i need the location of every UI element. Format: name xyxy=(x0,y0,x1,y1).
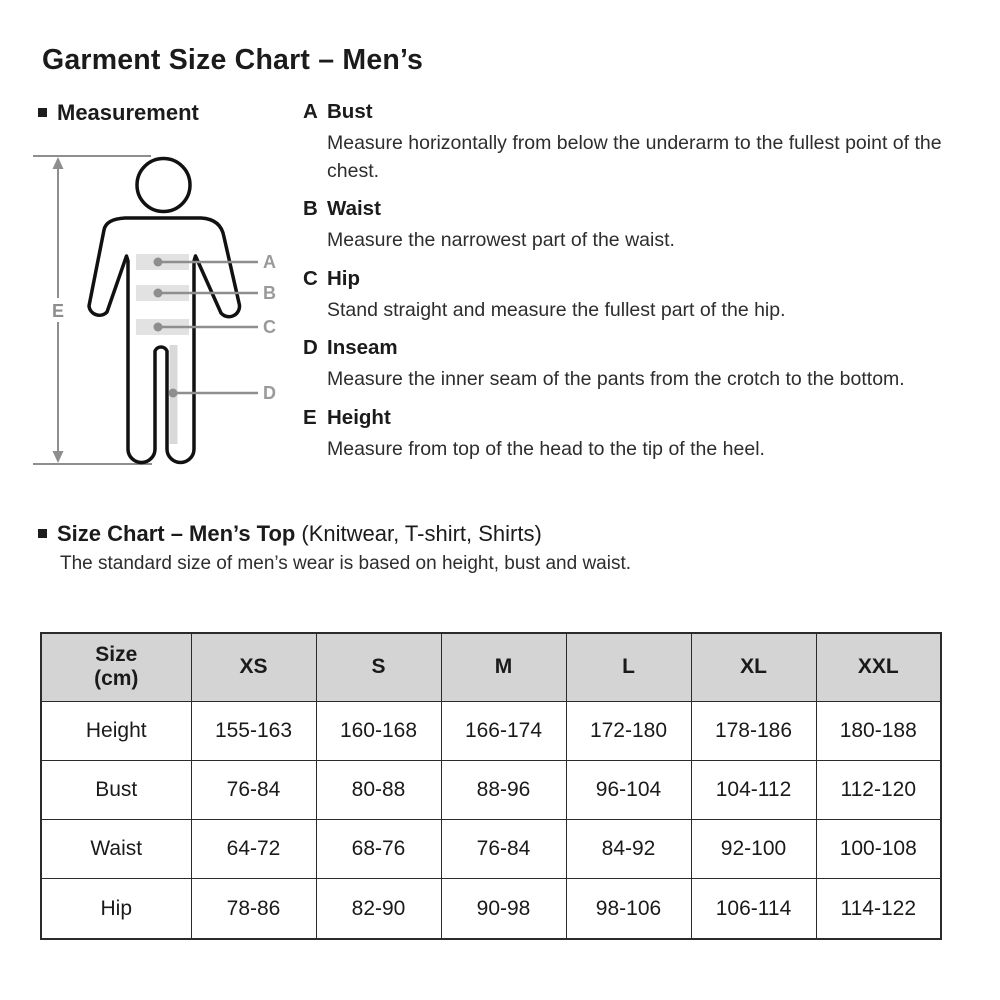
page-title: Garment Size Chart – Men’s xyxy=(42,44,424,76)
header-cell-size-cm: Size (cm) xyxy=(40,632,192,702)
header-size-line: Size xyxy=(95,643,138,667)
size-cell: 64-72 xyxy=(190,818,317,880)
measurement-item-height: E Height Measure from top of the head to… xyxy=(303,405,958,464)
measurement-item-inseam: D Inseam Measure the inner seam of the p… xyxy=(303,335,958,394)
table-row-bust: Bust 76-84 80-88 88-96 96-104 104-112 11… xyxy=(40,759,942,820)
size-cell: 155-163 xyxy=(190,700,317,761)
table-header-row: Size (cm) XS S M L XL XXL xyxy=(40,632,942,702)
table-row-hip: Hip 78-86 82-90 90-98 98-106 106-114 114… xyxy=(40,878,942,940)
measurement-description: Measure the narrowest part of the waist. xyxy=(327,229,675,251)
measurement-section-heading: Measurement xyxy=(38,101,199,125)
table-row-height: Height 155-163 160-168 166-174 172-180 1… xyxy=(40,700,942,761)
measurement-bands xyxy=(136,254,189,444)
figure-label-a: A xyxy=(263,252,276,272)
measurement-letter: C xyxy=(303,266,318,290)
size-cell: 84-92 xyxy=(565,818,692,880)
row-label: Height xyxy=(40,700,192,761)
measurement-description: Measure horizontally from below the unde… xyxy=(327,132,942,182)
figure-body xyxy=(87,216,242,465)
size-cell: 180-188 xyxy=(815,700,942,761)
size-cell: 112-120 xyxy=(815,759,942,820)
sizechart-heading-regular: (Knitwear, T-shirt, Shirts) xyxy=(301,521,542,546)
figure-head xyxy=(135,156,192,214)
header-cell-m: M xyxy=(440,632,567,702)
measurement-term: Bust xyxy=(327,100,373,123)
figure-label-d: D xyxy=(263,383,276,403)
header-cm-line: (cm) xyxy=(94,667,139,691)
size-cell: 160-168 xyxy=(315,700,442,761)
bullet-square-icon xyxy=(38,108,47,117)
size-cell: 76-84 xyxy=(440,818,567,880)
table-row-waist: Waist 64-72 68-76 76-84 84-92 92-100 100… xyxy=(40,818,942,880)
size-cell: 78-86 xyxy=(190,878,317,940)
size-cell: 166-174 xyxy=(440,700,567,761)
measurement-letter: D xyxy=(303,336,318,359)
bullet-square-icon xyxy=(38,529,47,538)
header-cell-s: S xyxy=(315,632,442,702)
pointer-lines xyxy=(158,260,258,395)
arrow-up-icon xyxy=(52,157,64,169)
size-cell: 90-98 xyxy=(440,878,567,940)
measurement-letter: B xyxy=(303,197,318,220)
header-cell-xxl: XXL xyxy=(815,632,942,702)
size-cell: 76-84 xyxy=(190,759,317,820)
sizechart-section-heading: Size Chart – Men’s Top (Knitwear, T-shir… xyxy=(38,522,542,546)
measurement-description: Measure from top of the head to the tip … xyxy=(327,437,765,460)
size-cell: 98-106 xyxy=(565,878,692,940)
pointer-dots xyxy=(153,257,178,398)
measurement-item-hip: C Hip Stand straight and measure the ful… xyxy=(303,266,958,325)
figure-label-e: E xyxy=(52,301,64,321)
row-label: Bust xyxy=(40,759,192,820)
size-cell: 68-76 xyxy=(315,818,442,880)
size-cell: 96-104 xyxy=(565,759,692,820)
size-cell: 114-122 xyxy=(815,878,942,940)
size-table: Size (cm) XS S M L XL XXL Height 155-163… xyxy=(40,632,942,940)
size-cell: 100-108 xyxy=(815,818,942,880)
measurement-item-waist: B Waist Measure the narrowest part of th… xyxy=(303,196,958,255)
figure-label-c: C xyxy=(263,317,276,337)
header-cell-l: L xyxy=(565,632,692,702)
header-cell-xs: XS xyxy=(190,632,317,702)
header-cell-xl: XL xyxy=(690,632,817,702)
measurement-term: Height xyxy=(327,405,391,429)
body-measurement-diagram: A B C D E xyxy=(33,155,276,465)
measurement-description: Stand straight and measure the fullest p… xyxy=(327,298,786,321)
measurement-letter: A xyxy=(303,100,318,123)
measurement-item-bust: A Bust Measure horizontally from below t… xyxy=(303,99,958,185)
measurement-term: Inseam xyxy=(327,336,398,359)
measurement-definitions: A Bust Measure horizontally from below t… xyxy=(303,99,958,474)
size-cell: 106-114 xyxy=(690,878,817,940)
sizechart-heading-bold: Size Chart – Men’s Top xyxy=(57,521,296,546)
row-label: Hip xyxy=(40,878,192,940)
measurement-term: Waist xyxy=(327,197,381,220)
measurement-term: Hip xyxy=(327,266,361,290)
size-cell: 82-90 xyxy=(315,878,442,940)
size-cell: 80-88 xyxy=(315,759,442,820)
size-cell: 178-186 xyxy=(690,700,817,761)
row-label: Waist xyxy=(40,818,192,880)
figure-label-b: B xyxy=(263,283,276,303)
arrow-down-icon xyxy=(52,451,64,463)
size-cell: 88-96 xyxy=(440,759,567,820)
measurement-heading-label: Measurement xyxy=(57,100,199,125)
size-cell: 92-100 xyxy=(690,818,817,880)
size-cell: 172-180 xyxy=(565,700,692,761)
measurement-description: Measure the inner seam of the pants from… xyxy=(327,368,905,390)
sizechart-note: The standard size of men’s wear is based… xyxy=(60,553,632,574)
measurement-letter: E xyxy=(303,405,317,429)
size-cell: 104-112 xyxy=(690,759,817,820)
